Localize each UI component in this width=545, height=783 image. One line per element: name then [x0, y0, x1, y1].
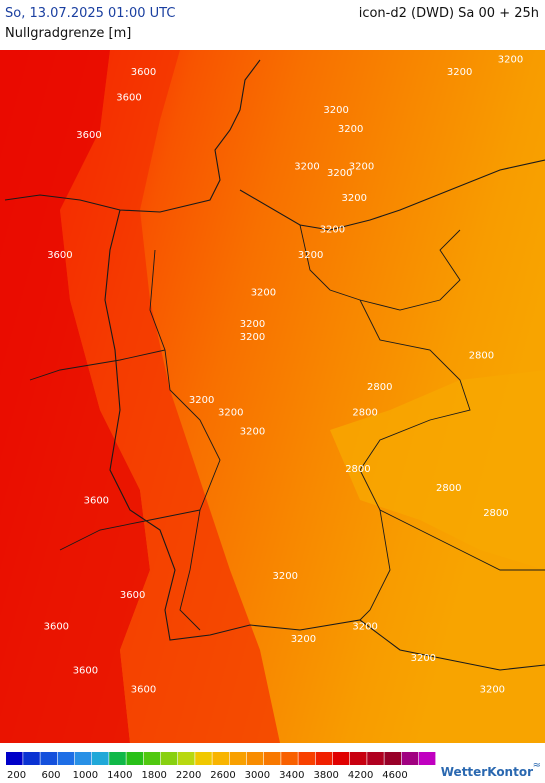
warm-zone-band [60, 50, 280, 743]
contour-label: 3200 [240, 332, 265, 343]
legend-color-box [57, 752, 75, 765]
freezing-level-map[interactable]: 3600 3600 3600 3600 3600 3600 3600 3600 3600 3200… [0, 50, 545, 743]
contour-label: 3200 [352, 622, 377, 633]
warm-zone-west [0, 50, 150, 743]
cooler-zone-east [330, 370, 545, 570]
contour-label: 3600 [76, 130, 101, 141]
legend-color-box [92, 752, 109, 765]
legend-color-box [332, 752, 350, 765]
legend-tick-label: 200 [7, 770, 26, 781]
contour-label: 3200 [320, 225, 345, 236]
contour-label: 3200 [447, 67, 472, 78]
legend-color-box [315, 752, 333, 765]
coastlines [4, 59, 545, 671]
brand-logo-text: WetterKontor [440, 765, 533, 779]
contour-label: 3200 [189, 395, 214, 406]
contour-label: 3200 [291, 634, 316, 645]
contour-label: 2800 [469, 351, 494, 362]
legend-color-box [350, 752, 367, 765]
contour-label: 2800 [483, 508, 508, 519]
contour-label: 3600 [84, 496, 109, 507]
contour-label: 3600 [116, 92, 141, 103]
legend-tick-label: 2200 [176, 770, 201, 781]
legend-color-box [143, 752, 161, 765]
legend-tick-label: 4200 [348, 770, 373, 781]
contour-label: 3600 [47, 250, 72, 261]
legend-color-box [212, 752, 229, 765]
contour-label: 3200 [338, 124, 363, 135]
legend-color-box [126, 752, 143, 765]
contour-label: 3200 [323, 105, 348, 116]
contour-label: 3200 [498, 55, 523, 66]
contour-label: 3200 [251, 288, 276, 299]
contour-label: 2800 [352, 407, 377, 418]
legend-color-box [74, 752, 92, 765]
contour-label: 2800 [436, 483, 461, 494]
legend-color-box [178, 752, 195, 765]
contour-label: 2800 [345, 464, 370, 475]
legend-color-box [246, 752, 264, 765]
contour-label: 3200 [327, 168, 352, 179]
legend-color-box [384, 752, 401, 765]
legend-tick-labels: 200 600 1000 1400 1800 2200 2600 3000 3400 3800 42… [7, 770, 408, 781]
legend-color-box [229, 752, 247, 765]
contour-label: 3200 [294, 162, 319, 173]
legend-color-box [367, 752, 384, 765]
contour-label: 3200 [298, 250, 323, 261]
legend-color-box [281, 752, 298, 765]
legend-tick-label: 1800 [141, 770, 166, 781]
legend-tick-label: 2600 [210, 770, 235, 781]
legend-tick-label: 3400 [279, 770, 304, 781]
contour-label: 3200 [411, 653, 436, 664]
contour-label: 3600 [131, 685, 156, 696]
legend-tick-label: 1000 [73, 770, 98, 781]
contour-label: 3600 [120, 590, 145, 601]
legend-tick-label: 600 [41, 770, 60, 781]
contour-label: 3600 [73, 666, 98, 677]
legend-tick-label: 4600 [382, 770, 407, 781]
valid-time: So, 13.07.2025 01:00 UTC [5, 6, 176, 21]
legend-color-box [23, 752, 40, 765]
contour-label: 3200 [240, 319, 265, 330]
legend-color-box [298, 752, 315, 765]
contour-label: 2800 [367, 382, 392, 393]
legend-color-box [401, 752, 419, 765]
contour-label: 3200 [342, 193, 367, 204]
legend-color-box [160, 752, 178, 765]
legend-color-box [6, 752, 23, 765]
legend-tick-label: 1400 [107, 770, 132, 781]
legend-color-box [264, 752, 281, 765]
legend-color-boxes [6, 752, 436, 765]
country-borders [29, 224, 545, 631]
legend-color-box [418, 752, 436, 765]
contour-label: 3200 [480, 685, 505, 696]
legend-tick-label: 3800 [313, 770, 338, 781]
legend-color-box [195, 752, 212, 765]
parameter-title: Nullgradgrenze [m] [5, 26, 132, 41]
contour-label: 3200 [240, 426, 265, 437]
model-run: icon-d2 (DWD) Sa 00 + 25h [358, 6, 539, 21]
contour-label: 3600 [44, 622, 69, 633]
legend-tick-label: 3000 [245, 770, 270, 781]
contour-labels: 3600 3600 3600 3600 3600 3600 3600 3600 3600 3200… [44, 55, 524, 696]
legend-color-box [109, 752, 126, 765]
contour-label: 3200 [273, 571, 298, 582]
contour-label: 3200 [218, 407, 243, 418]
legend-color-box [40, 752, 57, 765]
wind-icon: ≈ [532, 760, 541, 771]
contour-label: 3600 [131, 67, 156, 78]
contour-label: 3200 [349, 162, 374, 173]
color-legend: 200 600 1000 1400 1800 2200 2600 3000 3400 3800 42… [6, 752, 436, 781]
